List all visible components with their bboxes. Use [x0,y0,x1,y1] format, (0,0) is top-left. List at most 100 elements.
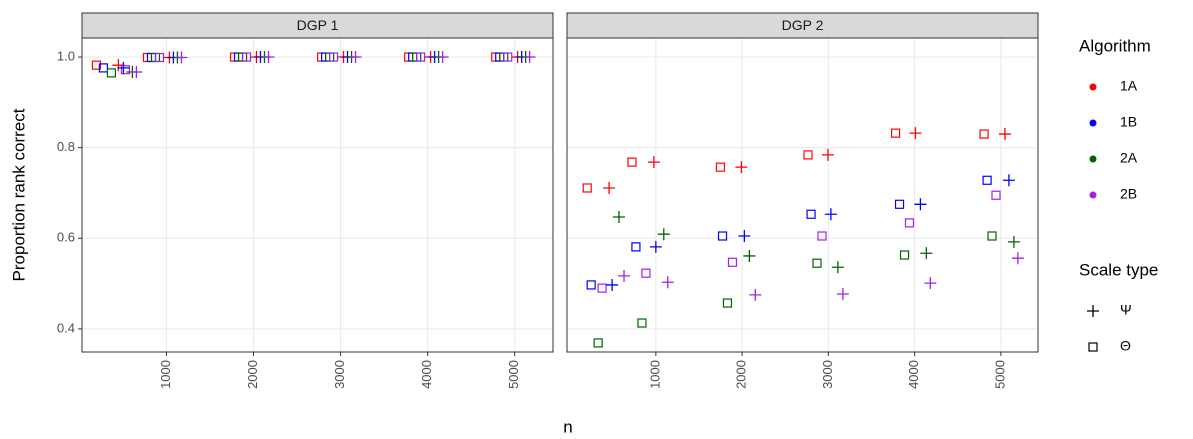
point [909,127,922,140]
point [817,231,827,241]
point [597,283,607,293]
x-tick-label: 2000 [245,360,260,389]
point [1007,235,1020,248]
point [641,268,651,278]
legend-title: Scale type [1079,260,1158,279]
point [831,261,844,274]
point [349,51,362,64]
point [120,65,131,75]
point [899,250,910,260]
x-tick-label: 5000 [992,360,1007,389]
point [812,258,822,268]
point [914,198,927,211]
x-tick-label: 4000 [906,360,921,389]
legend-label: Ψ [1120,302,1132,318]
legend-label: 1B [1120,114,1137,130]
legend-swatch [1089,119,1097,127]
point [631,242,641,252]
legend-swatch [1087,305,1099,317]
point [991,190,1001,200]
legend-label: 1A [1120,78,1138,94]
series [130,51,536,78]
point [130,65,143,78]
x-tick-label: 4000 [419,360,434,389]
legend-title: Algorithm [1079,36,1151,55]
point [894,199,905,209]
series [582,128,989,193]
panel [82,38,553,352]
point [735,161,748,174]
x-tick-label: 2000 [734,360,749,389]
point [112,59,125,72]
point [722,298,733,308]
point [436,51,449,64]
point [920,247,933,260]
y-tick-label: 0.4 [57,320,75,335]
series [606,174,1015,291]
point [606,278,619,291]
strip-title: DGP 2 [782,17,824,33]
point [743,249,756,262]
point [717,231,728,241]
strip-title: DGP 1 [297,17,339,33]
x-tick-label: 5000 [506,360,521,389]
point [523,51,536,64]
series [597,190,1001,293]
point [727,257,738,267]
point [627,157,637,167]
point [661,276,674,289]
panel-border [566,37,1039,353]
point [998,128,1011,141]
point [613,210,626,223]
x-tick-label: 3000 [820,360,835,389]
series [618,252,1024,301]
point [982,175,992,185]
point [593,338,603,348]
x-tick-label: 3000 [332,360,347,389]
series [593,231,997,348]
point [603,181,616,194]
legend-swatch [1089,191,1097,199]
y-tick-label: 1.0 [57,48,75,63]
point [904,218,915,228]
y-axis-title: Proportion rank correct [9,108,28,281]
point [1011,252,1024,265]
point [175,51,188,64]
point [979,129,989,139]
point [824,208,837,221]
point [586,280,596,290]
point [657,228,670,241]
point [715,162,726,172]
point [924,277,937,290]
y-tick-label: 0.8 [57,139,75,154]
y-tick-label: 0.6 [57,230,75,245]
x-tick-label: 1000 [647,360,662,389]
point [91,60,102,70]
point [803,150,813,160]
legend-swatch [1089,155,1097,163]
point [890,128,901,138]
point [987,231,997,241]
legend-swatch [1088,342,1098,352]
legend-swatch [1089,83,1097,91]
legend-label: 2A [1120,150,1138,166]
legend-label: Θ [1120,338,1131,354]
series [613,210,1020,274]
point [821,148,834,161]
point [106,68,117,78]
point [98,63,109,73]
series [603,127,1011,194]
point [738,230,751,243]
point [618,269,631,282]
point [649,240,662,253]
point [262,51,275,64]
strip [566,12,1039,39]
panel [567,38,1038,352]
point [637,318,647,328]
point [582,183,592,193]
point [749,288,762,301]
panel-border [81,37,554,353]
series [586,175,992,290]
point [1002,174,1015,187]
